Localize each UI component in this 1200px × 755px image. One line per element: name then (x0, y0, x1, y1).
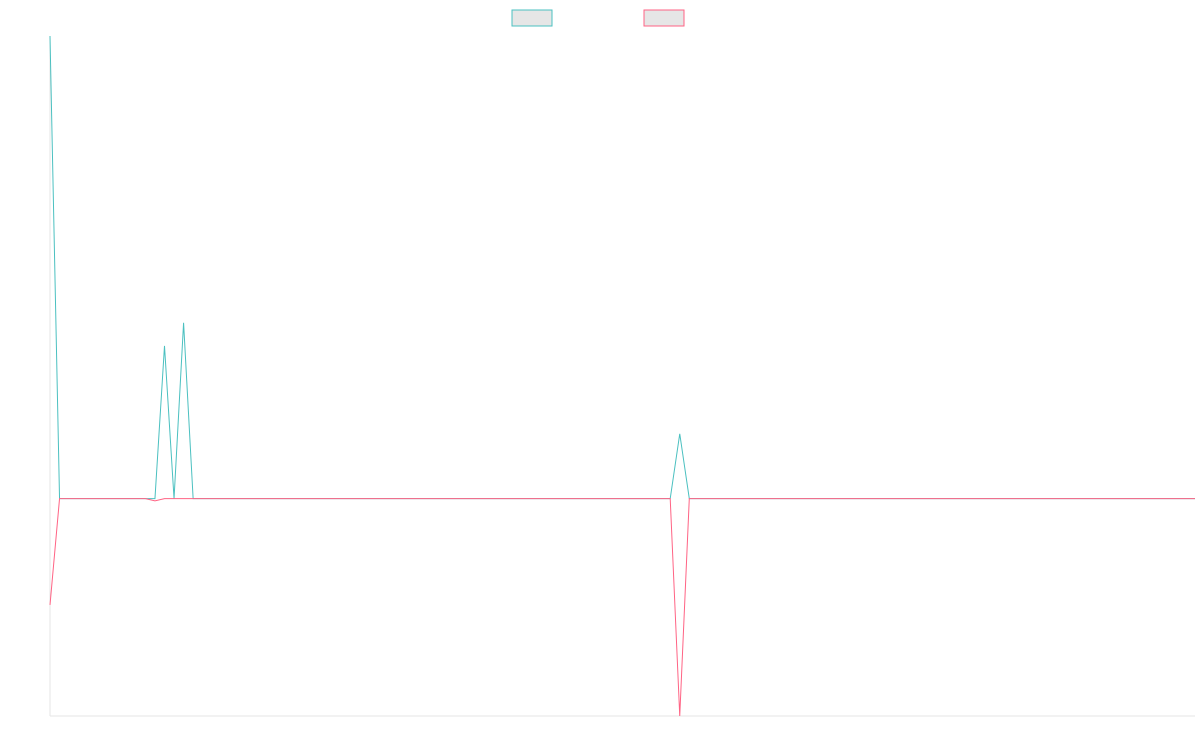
series-line-2 (49, 498, 1195, 717)
legend-swatch-2[interactable] (643, 9, 685, 27)
axes (49, 36, 1195, 717)
legend-swatch-1[interactable] (511, 9, 553, 27)
series-lines (49, 35, 1195, 717)
series-line-1 (49, 35, 1195, 500)
legend (511, 9, 685, 27)
